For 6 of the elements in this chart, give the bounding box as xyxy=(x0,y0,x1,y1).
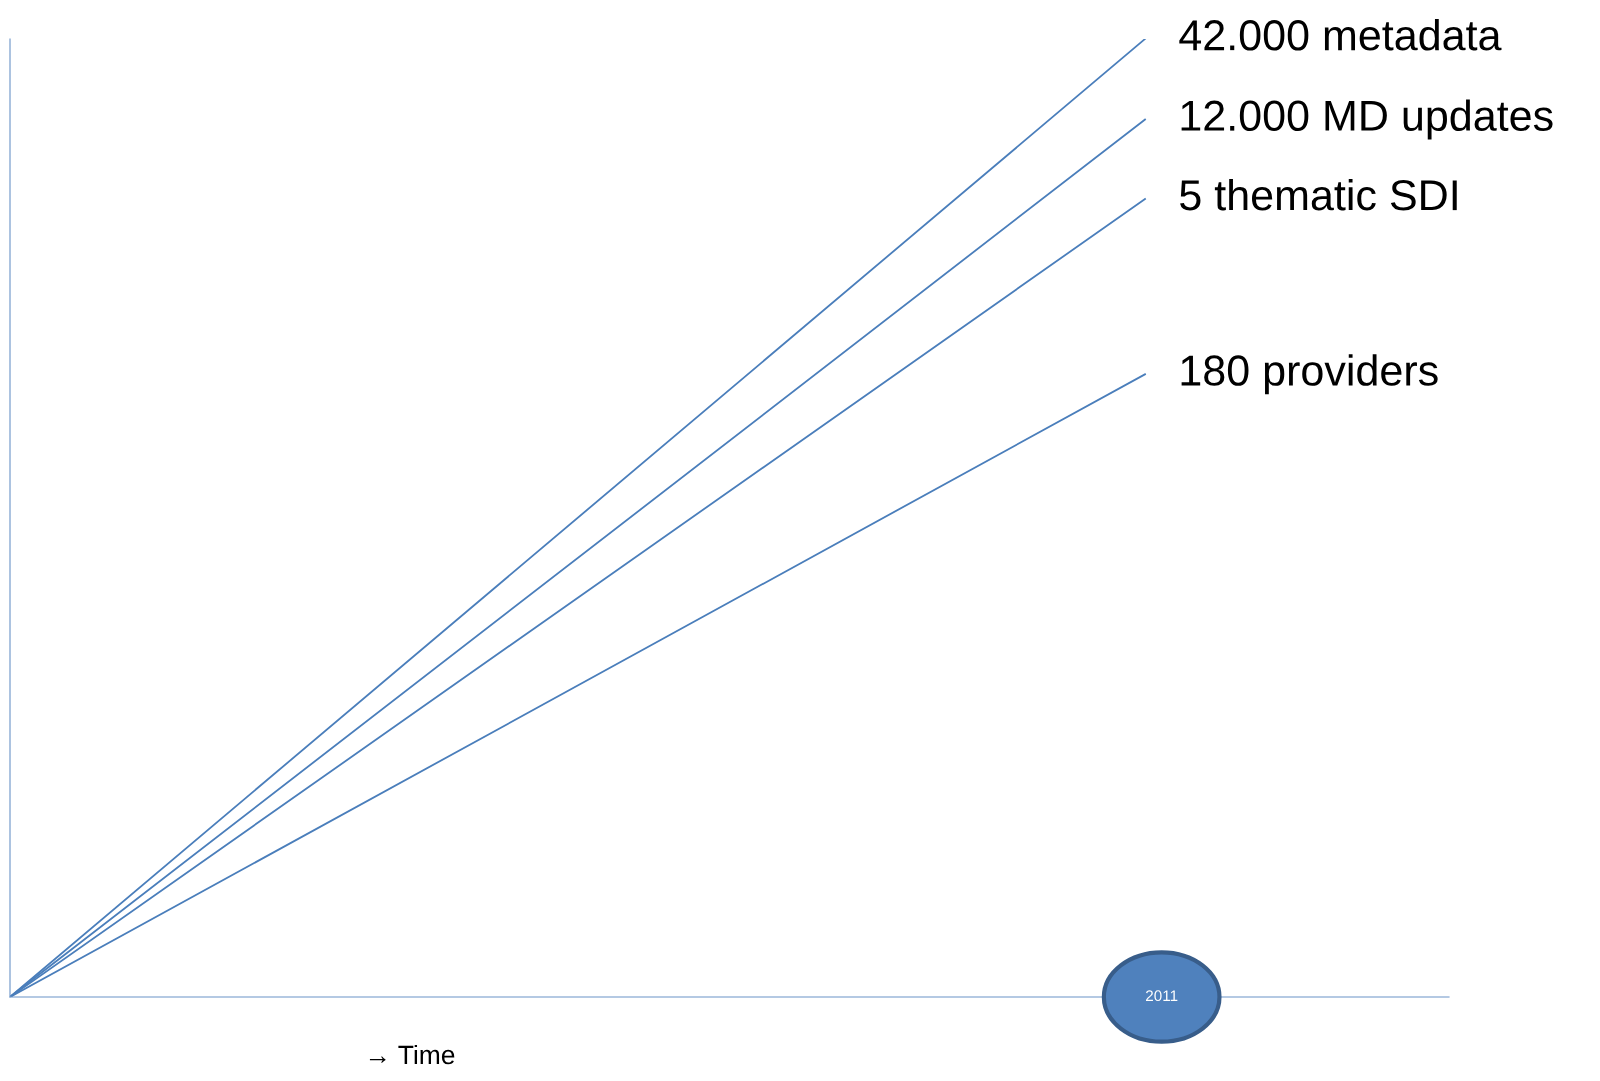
series-label: 5 thematic SDI xyxy=(1180,178,1457,211)
annotation: 2011 xyxy=(1146,990,1178,1002)
series-label: 12.000 MD updates xyxy=(1181,99,1553,140)
x-axis-title: → Time xyxy=(369,1044,455,1065)
series-label: 42.000 metadata xyxy=(1179,18,1502,51)
series-label: 180 providers xyxy=(1181,354,1438,395)
